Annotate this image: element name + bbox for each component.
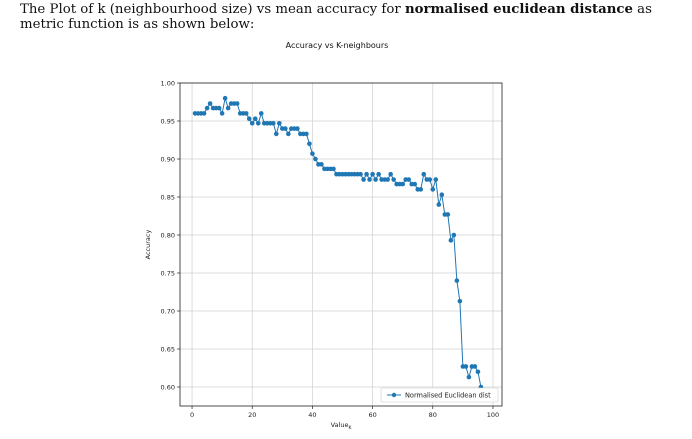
data-point: [454, 278, 460, 283]
x-axis-label-subscript: K: [348, 425, 352, 431]
data-point: [463, 364, 469, 369]
data-point: [286, 131, 291, 137]
x-tick-label: 100: [487, 411, 499, 419]
y-tick-label: 0.80: [161, 231, 175, 239]
data-point: [283, 126, 288, 131]
data-point: [222, 95, 228, 101]
data-point: [475, 369, 481, 375]
data-point: [457, 298, 463, 304]
data-point: [439, 192, 445, 198]
data-point: [370, 171, 375, 177]
data-point: [376, 171, 381, 177]
data-point: [270, 120, 276, 126]
y-tick-label: 0.90: [161, 155, 175, 163]
data-point: [252, 116, 258, 122]
y-tick-label: 0.60: [161, 383, 175, 391]
data-point: [361, 177, 366, 182]
data-point: [216, 105, 222, 111]
y-tick-label: 0.70: [161, 307, 175, 315]
data-point: [273, 131, 279, 137]
data-point: [295, 126, 300, 131]
data-point: [307, 141, 312, 147]
data-point: [358, 171, 363, 177]
y-tick-label: 0.75: [161, 269, 175, 277]
data-point: [421, 171, 427, 177]
data-point: [364, 171, 369, 177]
data-point: [234, 101, 240, 106]
data-point: [391, 177, 396, 182]
legend: Normalised Euclidean dist: [380, 387, 499, 403]
intro-text-end: as metric function is as shown below:: [20, 2, 652, 32]
intro-text-start: The Plot of k (neighbourhood size) vs me…: [20, 2, 405, 17]
data-point: [436, 202, 442, 207]
data-point: [472, 364, 478, 369]
legend-label: Normalised Euclidean dist: [405, 391, 491, 399]
data-point: [400, 181, 405, 187]
data-point: [430, 187, 436, 192]
y-tick-label: 0.95: [161, 117, 175, 125]
x-tick-label: 0: [190, 411, 194, 419]
y-tick-label: 0.85: [161, 193, 175, 201]
grid-lines: [180, 82, 502, 406]
data-point: [406, 177, 412, 182]
y-axis-label: Accuracy: [144, 230, 152, 260]
data-point: [225, 105, 231, 111]
data-point: [313, 156, 318, 162]
data-point: [255, 120, 261, 126]
data-point: [448, 238, 454, 243]
x-tick-label: 80: [429, 411, 437, 419]
data-point: [385, 177, 390, 182]
x-axis-label: ValueK: [331, 421, 353, 431]
data-point: [258, 111, 264, 116]
data-point: [373, 177, 378, 182]
data-point: [310, 151, 315, 156]
data-point: [451, 232, 457, 238]
plot-frame: [179, 82, 503, 407]
data-point: [207, 101, 213, 106]
data-point: [433, 177, 439, 182]
x-tick-label: 20: [248, 411, 256, 419]
data-point: [201, 111, 207, 116]
intro-text-bold: normalised euclidean distance: [404, 2, 633, 17]
series-group: [192, 95, 487, 400]
data-point: [331, 166, 336, 172]
intro-paragraph: The Plot of k (neighbourhood size) vs me…: [20, 2, 680, 32]
x-axis-label-main: Value: [331, 421, 349, 429]
data-point: [277, 120, 282, 126]
data-point: [445, 212, 451, 217]
series-line-normalised-euclidean: [195, 98, 485, 398]
legend-box: [380, 387, 499, 403]
data-point: [418, 187, 424, 192]
legend-point-marker: [391, 392, 397, 398]
data-point: [243, 111, 249, 116]
data-point: [367, 177, 372, 182]
data-point: [388, 171, 393, 177]
data-point: [427, 177, 433, 182]
x-tick-label: 60: [368, 411, 376, 419]
y-tick-label: 0.65: [161, 345, 175, 353]
data-point: [412, 181, 418, 187]
data-point: [204, 105, 210, 111]
data-point: [304, 131, 309, 137]
x-tick-label: 40: [308, 411, 316, 419]
axis-ticks: 0 20 40 60 80 100 0.60 0.65 0.70 0.75 0.80 0.85 0.90…: [161, 79, 500, 419]
y-tick-label: 1.00: [161, 79, 175, 87]
chart-title: Accuracy vs K-neighbours: [286, 41, 389, 50]
data-point: [246, 116, 252, 122]
data-point: [219, 111, 225, 116]
data-point: [466, 374, 472, 380]
data-point: [319, 162, 324, 167]
data-point: [249, 120, 255, 126]
